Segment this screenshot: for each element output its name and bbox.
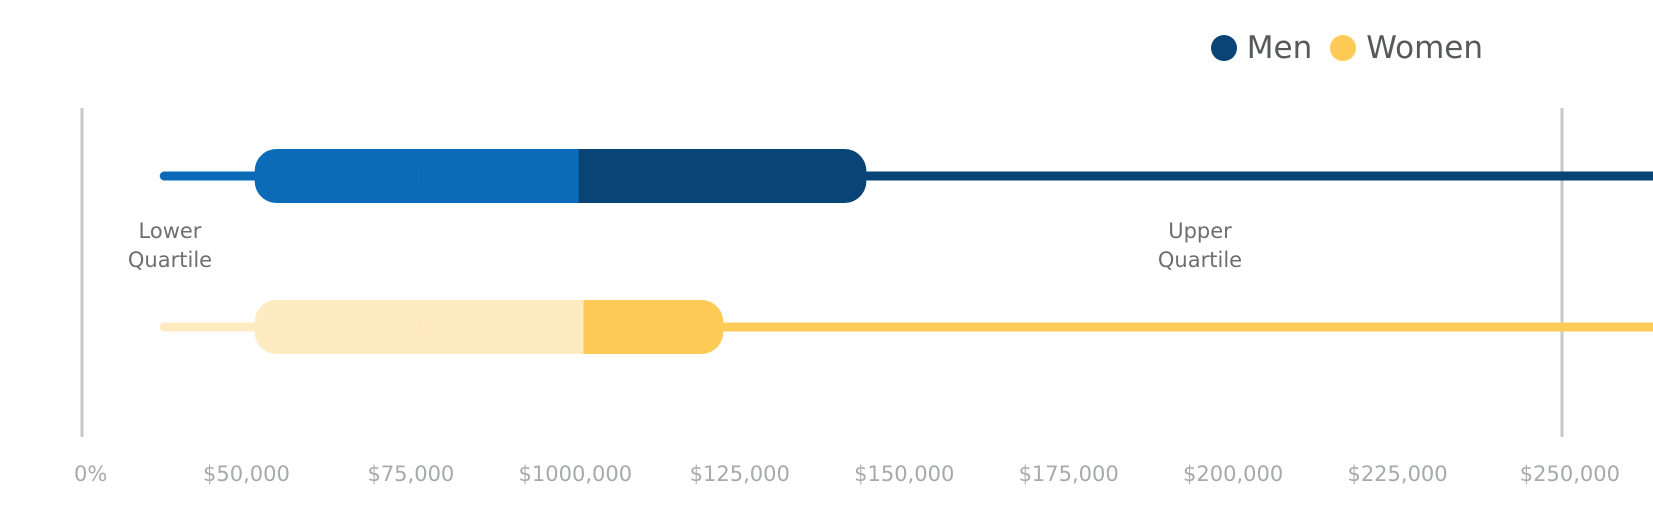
series-women <box>159 300 1653 354</box>
legend-label-women: Women <box>1366 30 1483 66</box>
legend: Men Women <box>1210 30 1483 66</box>
legend-swatch-women <box>1330 35 1357 61</box>
x-tick-label: $175,000 <box>1019 462 1119 486</box>
legend-label-men: Men <box>1246 30 1313 66</box>
x-tick-label: $50,000 <box>203 462 290 486</box>
x-tick-label: $225,000 <box>1347 462 1447 486</box>
legend-item-men: Men <box>1210 30 1313 66</box>
upper-quartile-label: Upper Quartile <box>1157 219 1243 272</box>
median-edge-men <box>416 149 579 203</box>
median-edge-women <box>419 300 584 354</box>
legend-swatch-men <box>1210 35 1237 61</box>
series-men <box>159 149 1653 203</box>
x-tick-label: $200,000 <box>1183 462 1283 486</box>
x-tick-label: $150,000 <box>854 462 954 486</box>
x-tick-label: $75,000 <box>367 462 454 486</box>
x-tick-label: $1000,000 <box>519 462 633 486</box>
lower-quartile-label: Lower Quartile <box>127 219 213 272</box>
x-tick-label: $125,000 <box>690 462 790 486</box>
legend-item-women: Women <box>1330 30 1483 66</box>
x-tick-label: $250,000 <box>1520 462 1620 486</box>
x-tick-label: 0% <box>74 462 107 486</box>
